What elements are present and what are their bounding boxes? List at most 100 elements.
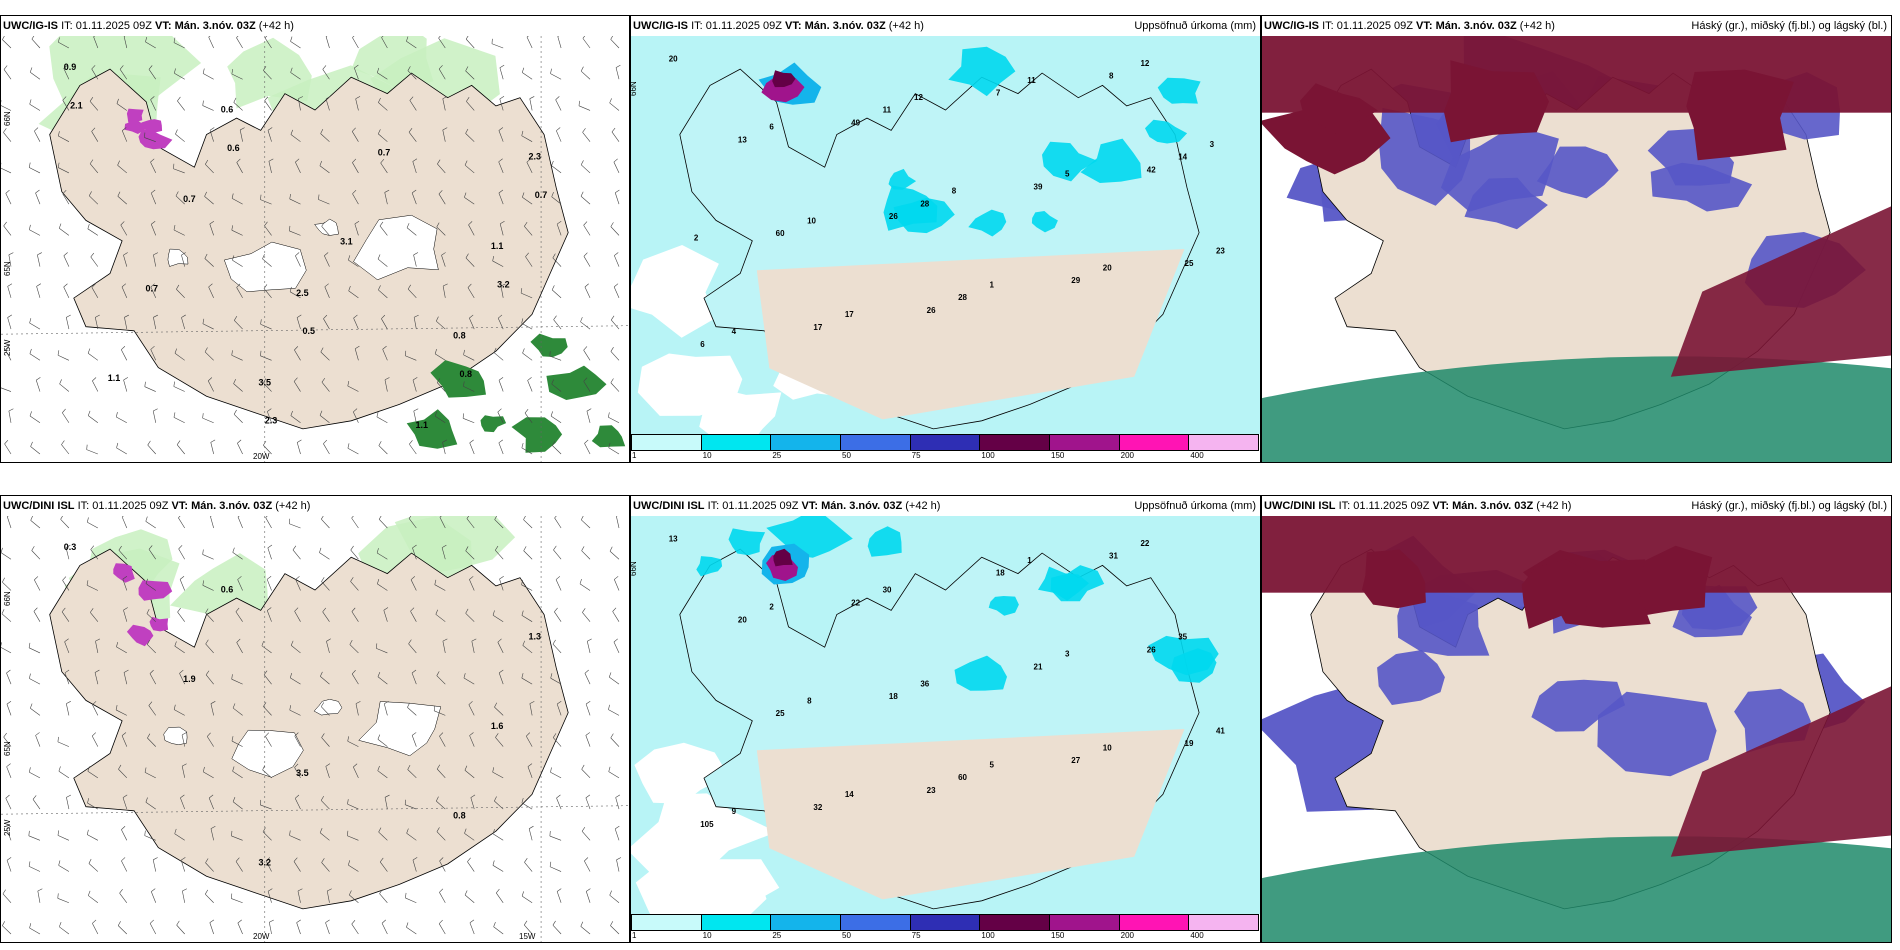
wind-barb-tick xyxy=(121,826,126,830)
wind-barb xyxy=(177,100,185,111)
wind-barb-tick xyxy=(436,764,441,770)
precip-value-label: 36 xyxy=(920,679,929,688)
high-cloud xyxy=(1670,206,1891,377)
wind-barb xyxy=(583,381,591,392)
wind-value-label: 3.2 xyxy=(258,857,271,867)
wind-barb-tick xyxy=(439,516,442,518)
wind-barb xyxy=(266,579,272,591)
wind-barb xyxy=(7,317,12,330)
wind-barb xyxy=(149,923,157,935)
wind-barb-tick xyxy=(117,921,121,926)
wind-barb xyxy=(549,866,562,872)
wind-barb xyxy=(551,383,562,392)
wind-barb xyxy=(521,447,533,455)
wind-barb xyxy=(124,317,128,330)
wind-barb-tick xyxy=(350,577,354,582)
wind-barb xyxy=(469,579,475,591)
wind-barb-tick xyxy=(173,381,175,387)
colorbar-label: 75 xyxy=(911,451,921,460)
wind-barb xyxy=(173,229,185,236)
wind-barb-tick xyxy=(499,576,504,580)
wind-barb-tick xyxy=(295,794,300,799)
valid-time: Mán. 3.nóv. 03Z xyxy=(1435,20,1517,32)
wind-barb-tick xyxy=(121,732,127,736)
wind-barb xyxy=(293,381,301,392)
wind-barb xyxy=(527,766,533,778)
wind-barb xyxy=(144,386,156,392)
wind-barb xyxy=(321,862,330,872)
wind-barb-tick xyxy=(318,194,320,200)
wind-barb-tick xyxy=(264,36,268,39)
wind-value-label: 0.7 xyxy=(183,194,196,204)
wind-barb xyxy=(384,797,388,810)
wind-barb xyxy=(6,703,12,716)
wind-barb-tick xyxy=(29,99,32,105)
wind-barb xyxy=(325,36,330,49)
wind-barb xyxy=(496,892,504,903)
wind-barb xyxy=(295,161,301,174)
wind-barb-tick xyxy=(321,377,326,383)
wind-barb-tick xyxy=(2,921,6,926)
wind-barb xyxy=(319,415,330,424)
wind-barb xyxy=(290,72,301,80)
wind-barb xyxy=(90,549,99,560)
precip-value-label: 23 xyxy=(927,786,936,795)
wind-barb xyxy=(347,447,359,455)
wind-barb xyxy=(173,417,185,424)
wind-barb-tick xyxy=(95,314,100,318)
wind-barb xyxy=(582,38,591,49)
wind-barb-tick xyxy=(58,131,60,137)
wind-barb-tick xyxy=(467,283,472,288)
wind-barb xyxy=(411,672,417,685)
wind-barb xyxy=(289,709,301,716)
wind-barb xyxy=(493,926,504,935)
wind-barb xyxy=(231,678,243,685)
wind-barb xyxy=(180,797,185,810)
init-time: IT: 01.11.2025 09Z xyxy=(1338,500,1430,512)
wind-barb xyxy=(231,355,243,361)
wind-barb xyxy=(121,516,128,529)
wind-barb-tick xyxy=(468,701,473,705)
wind-barb xyxy=(435,614,446,622)
wind-barb-tick xyxy=(29,411,32,417)
wind-barb-tick xyxy=(6,700,12,705)
wind-barb xyxy=(436,831,446,841)
wind-barb xyxy=(499,98,504,111)
wind-barb xyxy=(202,417,214,424)
wind-barb-tick xyxy=(119,889,123,894)
wind-barb-tick xyxy=(375,643,378,649)
wind-barb xyxy=(556,130,562,142)
wind-barb-tick xyxy=(86,829,89,835)
wind-barb xyxy=(116,447,127,455)
wind-barb xyxy=(174,72,185,80)
wind-barb-tick xyxy=(8,252,14,256)
wind-barb xyxy=(580,70,591,80)
wind-barb xyxy=(377,676,388,685)
wind-barb-tick xyxy=(581,546,585,551)
wind-barb-tick xyxy=(30,703,33,709)
wind-barb xyxy=(405,355,417,361)
wind-barb xyxy=(491,43,504,49)
wind-barb-tick xyxy=(144,381,146,387)
wind-barb-tick xyxy=(6,669,11,674)
wind-barb xyxy=(521,322,533,330)
wind-barb-tick xyxy=(527,377,532,381)
wind-barb xyxy=(553,319,562,330)
wind-barb xyxy=(523,519,533,529)
wind-barb xyxy=(144,772,156,779)
wind-barb xyxy=(262,769,272,779)
wind-barb-tick xyxy=(124,314,130,318)
wind-barb-tick xyxy=(92,377,97,382)
valid-time: Mán. 3.nóv. 03Z xyxy=(804,20,886,32)
rain-cell xyxy=(591,425,626,448)
mid-cloud xyxy=(1441,125,1559,212)
glacier xyxy=(163,726,188,745)
wind-barb xyxy=(153,254,157,267)
wind-barb xyxy=(580,196,591,205)
wind-barb xyxy=(174,645,185,654)
wind-barb-tick xyxy=(378,516,382,520)
wind-barb-tick xyxy=(34,127,39,132)
wind-barb xyxy=(550,677,562,685)
wind-barb xyxy=(36,286,41,298)
wind-barb-tick xyxy=(63,64,68,69)
